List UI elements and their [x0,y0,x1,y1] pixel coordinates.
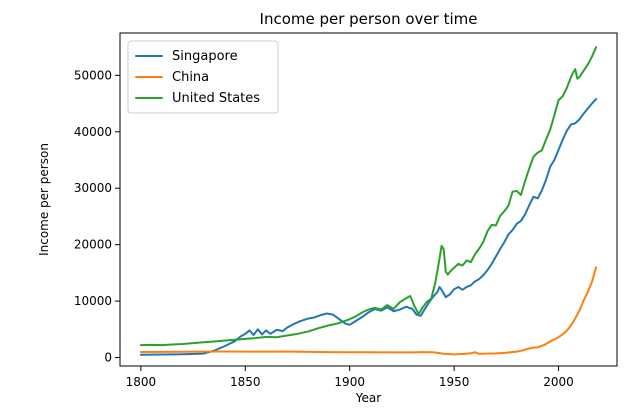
x-tick-label-2000: 2000 [543,375,574,389]
y-tick-label-50000: 50000 [74,68,112,82]
legend-box [127,40,279,114]
y-tick-label-20000: 20000 [74,238,112,252]
chart-title: Income per person over time [260,10,478,28]
x-axis-label: Year [355,391,381,405]
x-tick-label-1950: 1950 [439,375,470,389]
series-line-united-states [139,46,598,347]
plot-area-frame [119,32,618,367]
legend-label-china: China [172,70,209,85]
x-tick-label-1900: 1900 [334,375,365,389]
y-tick-label-10000: 10000 [74,294,112,308]
series-layer [139,46,598,356]
y-tick-label-30000: 30000 [74,181,112,195]
y-tick-label-0: 0 [104,351,112,365]
y-tick-label-40000: 40000 [74,125,112,139]
tick-layer: 1800 1850 1900 1950 200001000020000300004000… [74,68,574,389]
y-axis-label: Income per person [37,143,51,256]
x-tick-label-1850: 1850 [230,375,261,389]
legend-label-united-states: United States [172,91,260,106]
series-line-singapore [139,98,598,356]
legend: Singapore China United States [127,40,279,114]
legend-label-singapore: Singapore [172,49,238,64]
series-line-china [139,266,598,356]
x-tick-label-1800: 1800 [126,375,157,389]
